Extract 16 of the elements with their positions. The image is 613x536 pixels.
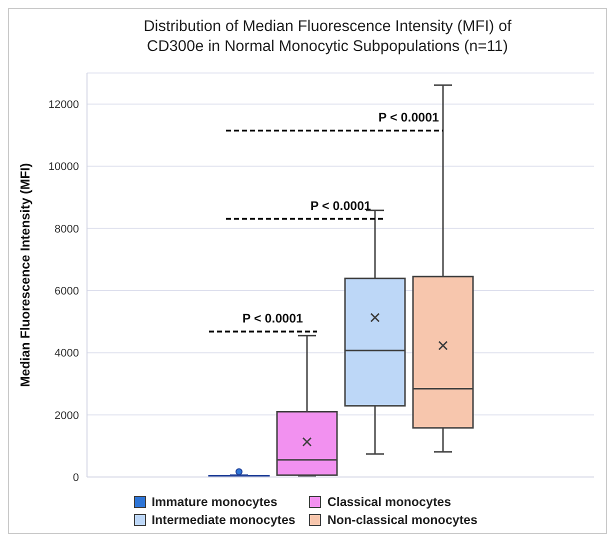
legend-label: Intermediate monocytes xyxy=(150,513,296,527)
y-tick-label: 12000 xyxy=(48,98,79,111)
y-tick-label: 4000 xyxy=(54,348,79,360)
y-tick-label: 6000 xyxy=(54,285,79,298)
y-tick-label: 8000 xyxy=(54,223,79,236)
annotation: P < 0.0001 xyxy=(242,312,304,326)
legend-label: Classical monocytes xyxy=(326,495,452,509)
annotation: P < 0.0001 xyxy=(310,198,372,213)
y-tick-label: 10000 xyxy=(48,161,79,174)
annotation: P < 0.0001 xyxy=(378,110,440,125)
legend-label: Immature monocytes xyxy=(150,495,278,509)
y-tick-label: 2000 xyxy=(54,410,79,422)
y-tick-label: 0 xyxy=(72,472,79,484)
y-axis-title: Median Fluorescence Intensity (MFI) xyxy=(18,163,33,387)
legend-label: Non-classical monocytes xyxy=(326,513,478,527)
chart-title: Distribution of Median Fluorescence Intensity (MFI) of CD300e in Normal Monocytic Subpopulations (n=11) xyxy=(142,17,512,57)
